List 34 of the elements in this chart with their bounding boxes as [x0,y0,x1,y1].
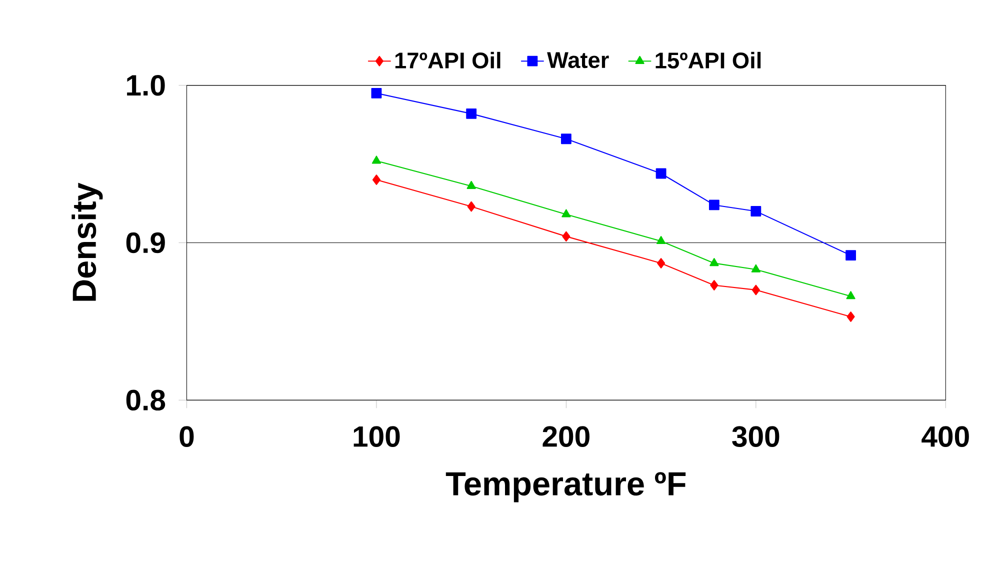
x-axis-title: Temperature ºF [446,472,686,502]
point [751,264,760,273]
point [846,312,855,322]
point [657,258,666,269]
point [466,181,476,190]
legend-label: 15ºAPI Oil [656,52,761,69]
legend-label: 17ºAPI Oil [395,52,500,69]
point [752,284,760,296]
point [656,168,666,179]
x-tick-label: 400 [922,426,969,448]
point [846,291,856,300]
point [560,134,572,144]
point [372,156,382,164]
point [846,250,856,261]
x-tick-label: 200 [542,426,590,448]
point [710,258,719,266]
x-tick-label: 0 [180,426,194,448]
point [467,202,476,212]
y-tick-label: 0.8 [126,390,166,411]
point [710,280,718,291]
legend-label: Water [547,52,609,68]
y-axis-title: Density [72,182,103,301]
point [466,108,477,120]
y-tick-label: 1.0 [127,75,165,96]
point [708,200,720,210]
y-tick-label: 0.9 [126,232,165,254]
point [371,88,382,99]
point [656,236,666,244]
point [372,174,380,186]
point [562,209,571,218]
x-tick-label: 300 [732,426,780,448]
point [562,231,570,242]
x-tick-label: 100 [354,426,400,448]
point [750,206,762,217]
